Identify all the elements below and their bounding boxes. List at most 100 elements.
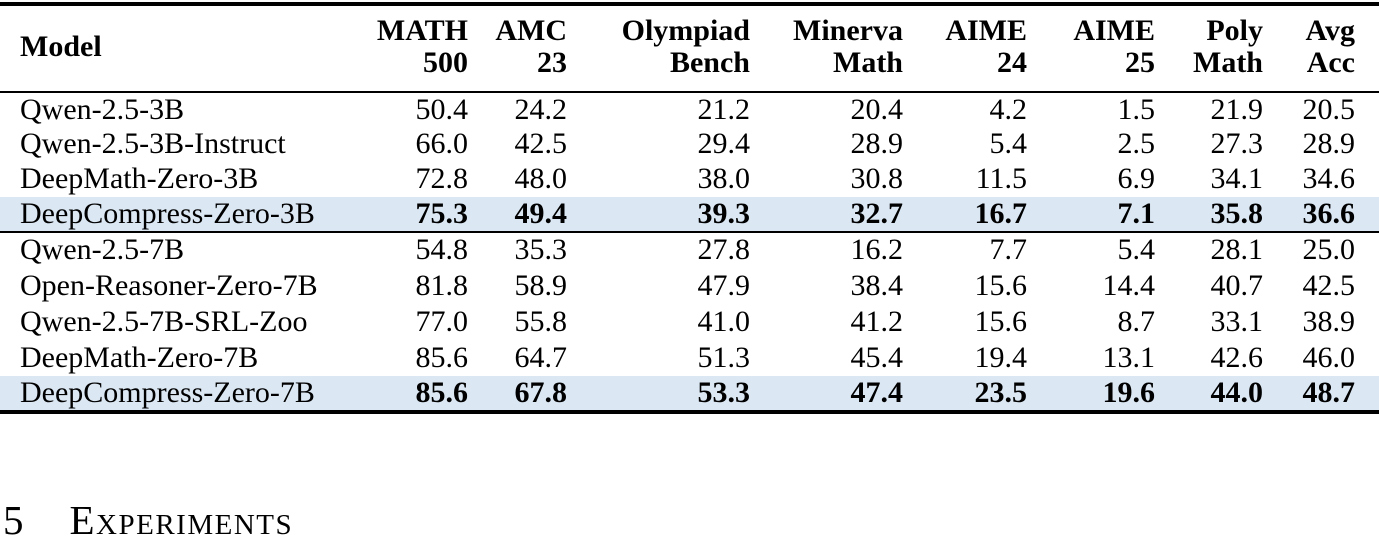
score-cell: 2.5 [1117, 127, 1156, 161]
table-row-highlighted: DeepCompress-Zero-7B 85.6 67.8 53.3 47.4 23.5… [0, 375, 1379, 412]
score-cell: 16.2 [850, 233, 904, 267]
score-cell: 23.5 [974, 375, 1028, 409]
section-number: 5 [3, 496, 24, 543]
score-cell: 38.4 [850, 268, 904, 302]
table-row: DeepMath-Zero-7B 85.6 64.7 51.3 45.4 19.4 13.1… [0, 340, 1379, 376]
score-cell: 40.7 [1210, 268, 1264, 302]
table-group-3b: Qwen-2.5-3B 50.4 24.2 21.2 20.4 4.2 1.5 21.9 20.… [0, 92, 1379, 232]
score-cell: 42.5 [514, 127, 568, 161]
table-header-row: Model MATH 500 AMC 23 Olympiad Bench Min… [0, 4, 1379, 92]
score-cell: 85.6 [415, 340, 469, 374]
score-cell: 7.1 [1117, 196, 1156, 230]
score-cell: 7.7 [989, 233, 1028, 267]
score-cell: 21.9 [1210, 92, 1264, 126]
model-name-cell: DeepMath-Zero-7B [20, 340, 259, 374]
column-header-olympiadbench: Olympiad Bench [621, 14, 750, 80]
column-header-polymath: Poly Math [1193, 14, 1263, 80]
score-cell: 29.4 [697, 127, 751, 161]
column-header-minervamath: Minerva Math [793, 14, 903, 80]
score-cell: 42.6 [1210, 340, 1264, 374]
model-name-cell: Open-Reasoner-Zero-7B [20, 268, 318, 302]
score-cell: 5.4 [989, 127, 1028, 161]
score-cell: 67.8 [514, 375, 568, 409]
score-cell: 14.4 [1102, 268, 1156, 302]
score-cell: 42.5 [1302, 268, 1356, 302]
column-header-amc23: AMC 23 [495, 14, 567, 80]
section-heading: 5 Experiments [0, 496, 1379, 543]
score-cell: 35.8 [1210, 196, 1264, 230]
score-cell: 47.9 [697, 268, 751, 302]
score-cell: 53.3 [697, 375, 751, 409]
score-cell: 46.0 [1302, 340, 1356, 374]
score-cell: 77.0 [415, 304, 469, 338]
column-header-math500: MATH 500 [376, 14, 468, 80]
score-cell: 58.9 [514, 268, 568, 302]
score-cell: 54.8 [415, 233, 469, 267]
score-cell: 1.5 [1117, 92, 1156, 126]
table-row: Qwen-2.5-7B 54.8 35.3 27.8 16.2 7.7 5.4 28.1 25.… [0, 232, 1379, 268]
score-cell: 48.0 [514, 162, 568, 196]
score-cell: 47.4 [850, 375, 904, 409]
score-cell: 24.2 [514, 92, 568, 126]
score-cell: 66.0 [415, 127, 469, 161]
model-name-cell: Qwen-2.5-7B-SRL-Zoo [20, 304, 308, 338]
score-cell: 4.2 [989, 92, 1028, 126]
score-cell: 45.4 [850, 340, 904, 374]
table-row-highlighted: DeepCompress-Zero-3B 75.3 49.4 39.3 32.7 16.7… [0, 196, 1379, 232]
score-cell: 15.6 [974, 304, 1028, 338]
score-cell: 72.8 [415, 162, 469, 196]
score-cell: 81.8 [415, 268, 469, 302]
column-header-aime24: AIME 24 [945, 14, 1027, 80]
results-table: Model MATH 500 AMC 23 Olympiad Bench Min… [0, 2, 1379, 414]
score-cell: 48.7 [1302, 375, 1356, 409]
model-name-cell: Qwen-2.5-7B [20, 233, 185, 267]
score-cell: 25.0 [1302, 233, 1356, 267]
score-cell: 64.7 [514, 340, 568, 374]
score-cell: 39.3 [697, 196, 751, 230]
score-cell: 19.4 [974, 340, 1028, 374]
score-cell: 8.7 [1117, 304, 1156, 338]
score-cell: 35.3 [514, 233, 568, 267]
model-name-cell: Qwen-2.5-3B-Instruct [20, 127, 286, 161]
results-table-container: Model MATH 500 AMC 23 Olympiad Bench Min… [0, 2, 1379, 414]
score-cell: 33.1 [1210, 304, 1264, 338]
score-cell: 49.4 [514, 196, 568, 230]
table-row: DeepMath-Zero-3B 72.8 48.0 38.0 30.8 11.5 6.9 3… [0, 162, 1379, 197]
score-cell: 28.1 [1210, 233, 1264, 267]
score-cell: 41.2 [850, 304, 904, 338]
score-cell: 34.1 [1210, 162, 1264, 196]
score-cell: 28.9 [850, 127, 904, 161]
score-cell: 19.6 [1102, 375, 1156, 409]
score-cell: 21.2 [697, 92, 751, 126]
score-cell: 32.7 [850, 196, 904, 230]
table-row: Qwen-2.5-3B-Instruct 66.0 42.5 29.4 28.9 5.4 2… [0, 127, 1379, 162]
score-cell: 20.5 [1302, 92, 1356, 126]
model-name-cell: DeepCompress-Zero-3B [20, 196, 315, 230]
score-cell: 50.4 [415, 92, 469, 126]
score-cell: 28.9 [1302, 127, 1356, 161]
table-row: Qwen-2.5-3B 50.4 24.2 21.2 20.4 4.2 1.5 21.9 20.… [0, 92, 1379, 127]
model-name-cell: DeepMath-Zero-3B [20, 162, 259, 196]
score-cell: 36.6 [1302, 196, 1356, 230]
score-cell: 30.8 [850, 162, 904, 196]
section-title: Experiments [69, 496, 294, 543]
score-cell: 13.1 [1102, 340, 1156, 374]
score-cell: 34.6 [1302, 162, 1356, 196]
score-cell: 16.7 [974, 196, 1028, 230]
score-cell: 51.3 [697, 340, 751, 374]
model-name-cell: DeepCompress-Zero-7B [20, 375, 315, 409]
column-header-avgacc: Avg Acc [1305, 14, 1355, 80]
column-header-aime25: AIME 25 [1073, 14, 1155, 80]
score-cell: 55.8 [514, 304, 568, 338]
score-cell: 11.5 [975, 162, 1027, 196]
score-cell: 27.8 [697, 233, 751, 267]
table-row: Open-Reasoner-Zero-7B 81.8 58.9 47.9 38.4 15.… [0, 268, 1379, 304]
score-cell: 15.6 [974, 268, 1028, 302]
score-cell: 75.3 [415, 196, 469, 230]
table-header: Model MATH 500 AMC 23 Olympiad Bench Min… [0, 4, 1379, 92]
score-cell: 6.9 [1117, 162, 1156, 196]
score-cell: 27.3 [1210, 127, 1264, 161]
score-cell: 38.0 [697, 162, 751, 196]
table-group-7b: Qwen-2.5-7B 54.8 35.3 27.8 16.2 7.7 5.4 28.1 25.… [0, 231, 1379, 412]
score-cell: 44.0 [1210, 375, 1264, 409]
